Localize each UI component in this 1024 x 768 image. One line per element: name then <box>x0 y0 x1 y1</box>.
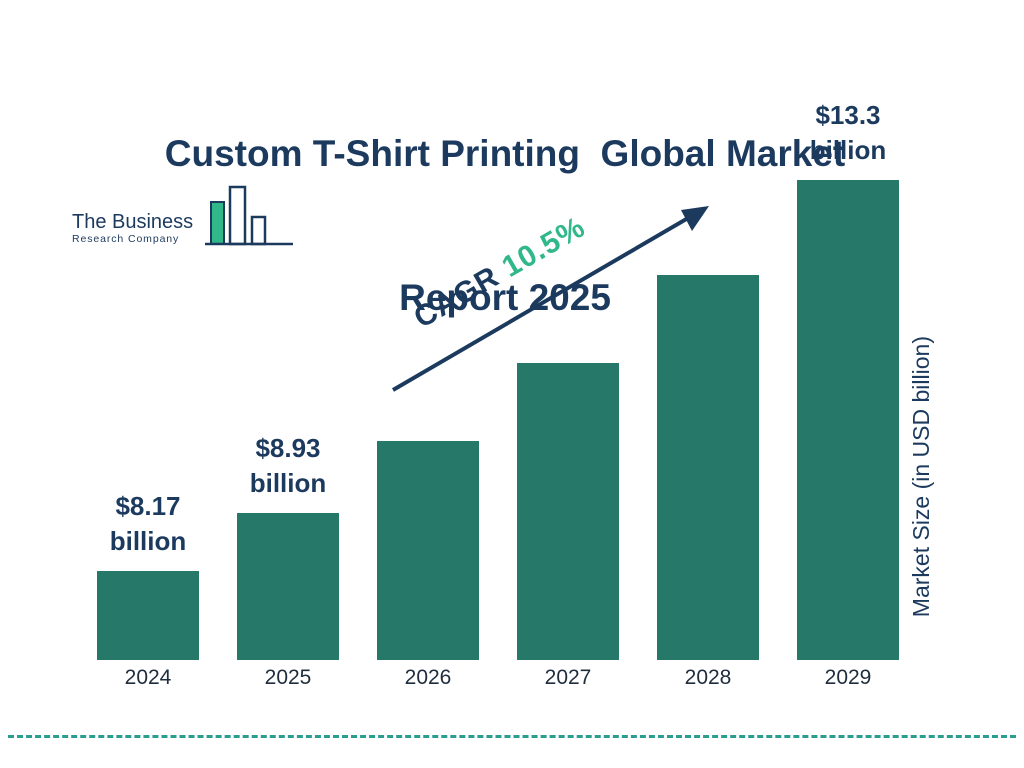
x-tick-2029: 2029 <box>824 666 872 689</box>
logo-text-line1: The Business <box>72 211 194 233</box>
y-axis-label: Market Size (in USD billion) <box>908 336 934 618</box>
x-tick-2025: 2025 <box>264 666 312 689</box>
bar-2024 <box>97 571 199 660</box>
value-label-2029: $13.3 billion <box>809 100 887 165</box>
value-label-2025: $8.93 billion <box>249 433 327 498</box>
bar-2029 <box>797 180 899 660</box>
bar-2028 <box>657 275 759 660</box>
value-label-2024: $8.17 billion <box>109 491 187 556</box>
bar-2027 <box>517 363 619 660</box>
x-tick-2026: 2026 <box>404 666 452 689</box>
bar-2026 <box>377 441 479 660</box>
chart-title-line1: Custom T-Shirt Printing Global Market <box>164 133 846 174</box>
x-tick-2024: 2024 <box>124 666 172 689</box>
logo-bars-icon <box>205 185 294 246</box>
bottom-dashed-line <box>8 735 1016 738</box>
company-logo: The Business Research Company <box>72 184 297 250</box>
logo-text-line2: Research Company <box>72 233 180 245</box>
bar-2025 <box>237 513 339 660</box>
x-tick-2027: 2027 <box>544 666 592 689</box>
logo-text: The Business Research Company <box>72 211 193 250</box>
x-tick-2028: 2028 <box>684 666 732 689</box>
